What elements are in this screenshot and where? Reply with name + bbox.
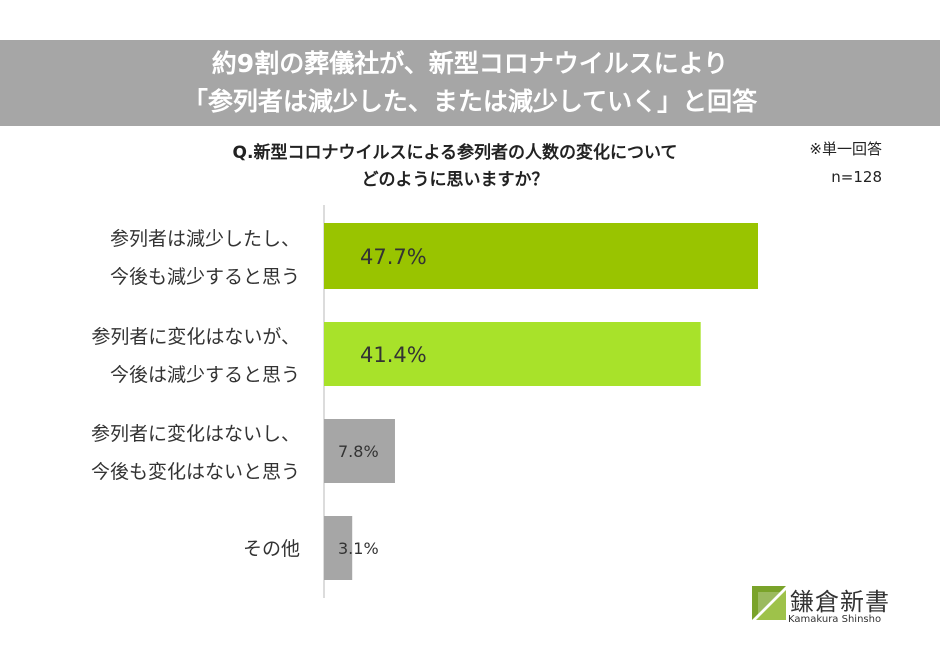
category-label-1-line-2: 今後も減少すると思う bbox=[110, 266, 300, 288]
title-line-1: 約9割の葬儀社が、新型コロナウイルスにより bbox=[211, 49, 729, 78]
question-text: Q.新型コロナウイルスによる参列者の人数の変化について どのように思いますか？ bbox=[150, 140, 760, 194]
logo-subtitle: Kamakura Shinsho bbox=[788, 614, 882, 625]
category-label-2-line-1: 参列者に変化はないが、 bbox=[91, 326, 300, 348]
category-label-1-line-1: 参列者は減少したし、 bbox=[110, 228, 300, 250]
title-banner: 約9割の葬儀社が、新型コロナウイルスにより 「参列者は減少した、または減少してい… bbox=[0, 40, 940, 126]
bar-3 bbox=[324, 419, 395, 483]
bar-1 bbox=[324, 223, 758, 289]
value-label-2: 41.4% bbox=[360, 343, 427, 367]
question-line-1: Q.新型コロナウイルスによる参列者の人数の変化について bbox=[232, 143, 678, 163]
answer-type-note: ※単一回答 bbox=[809, 140, 882, 158]
company-logo: 鎌倉新書 Kamakura Shinsho bbox=[752, 586, 902, 626]
category-label-3-line-2: 今後も変化はないと思う bbox=[91, 461, 300, 483]
category-label-3-line-1: 参列者に変化はないし、 bbox=[91, 423, 300, 445]
sample-size-note: n=128 bbox=[831, 168, 882, 186]
category-label-2-line-2: 今後は減少すると思う bbox=[110, 364, 300, 386]
logo-mark-icon bbox=[752, 586, 786, 620]
title-line-2: 「参列者は減少した、または減少していく」と回答 bbox=[182, 87, 758, 116]
value-label-1: 47.7% bbox=[360, 245, 427, 269]
bar-4 bbox=[324, 516, 353, 580]
value-label-3: 7.8% bbox=[338, 442, 379, 461]
question-line-2: どのように思いますか？ bbox=[361, 170, 549, 190]
bar-2 bbox=[324, 322, 701, 386]
logo-name: 鎌倉新書 bbox=[790, 588, 890, 616]
category-label-4-line-1: その他 bbox=[243, 538, 300, 560]
value-label-4: 3.1% bbox=[338, 539, 379, 558]
